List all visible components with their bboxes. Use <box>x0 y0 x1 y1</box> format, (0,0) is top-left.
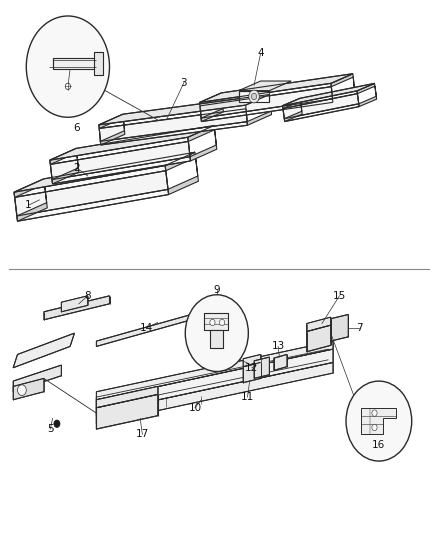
Polygon shape <box>13 365 61 392</box>
Polygon shape <box>357 83 377 107</box>
Polygon shape <box>307 317 331 332</box>
Polygon shape <box>96 349 328 408</box>
Polygon shape <box>200 83 331 106</box>
Text: 5: 5 <box>47 424 54 434</box>
Circle shape <box>346 381 412 461</box>
Text: 11: 11 <box>241 392 254 402</box>
Circle shape <box>372 424 377 431</box>
Text: 6: 6 <box>73 123 80 133</box>
Polygon shape <box>283 98 302 122</box>
Polygon shape <box>14 179 47 221</box>
Polygon shape <box>44 296 110 320</box>
Text: 7: 7 <box>356 323 363 333</box>
Circle shape <box>249 90 259 103</box>
Polygon shape <box>53 58 96 69</box>
Polygon shape <box>331 314 348 341</box>
Circle shape <box>26 16 110 117</box>
Polygon shape <box>210 330 223 348</box>
Polygon shape <box>50 137 188 164</box>
Polygon shape <box>96 360 328 416</box>
Polygon shape <box>96 341 333 400</box>
Text: 1: 1 <box>25 200 32 210</box>
Polygon shape <box>15 171 168 216</box>
Polygon shape <box>94 52 103 75</box>
Text: 8: 8 <box>84 291 91 301</box>
Polygon shape <box>13 333 74 368</box>
Polygon shape <box>17 189 169 221</box>
Polygon shape <box>96 309 210 346</box>
Polygon shape <box>99 114 125 145</box>
Polygon shape <box>200 87 332 118</box>
Text: 3: 3 <box>180 78 187 87</box>
Polygon shape <box>361 408 396 434</box>
Polygon shape <box>188 125 217 161</box>
Text: 15: 15 <box>333 291 346 301</box>
Polygon shape <box>204 313 228 330</box>
Polygon shape <box>283 94 359 119</box>
Polygon shape <box>13 378 44 400</box>
Polygon shape <box>200 74 353 102</box>
Polygon shape <box>284 104 359 122</box>
Polygon shape <box>50 125 214 160</box>
Polygon shape <box>239 91 269 102</box>
Polygon shape <box>96 362 333 424</box>
Polygon shape <box>52 157 191 184</box>
Polygon shape <box>50 141 190 180</box>
Polygon shape <box>243 354 261 367</box>
Polygon shape <box>331 74 355 102</box>
Polygon shape <box>14 152 195 192</box>
Polygon shape <box>61 296 88 312</box>
Polygon shape <box>200 93 223 122</box>
Polygon shape <box>165 152 198 195</box>
Text: 9: 9 <box>213 286 220 295</box>
Text: 13: 13 <box>272 342 285 351</box>
Polygon shape <box>254 357 269 378</box>
Polygon shape <box>14 166 166 197</box>
Circle shape <box>185 295 248 372</box>
Text: 14: 14 <box>140 323 153 333</box>
Polygon shape <box>283 83 374 106</box>
Text: 17: 17 <box>136 430 149 439</box>
Circle shape <box>18 385 26 395</box>
Circle shape <box>251 93 257 100</box>
Polygon shape <box>201 99 333 122</box>
Text: 16: 16 <box>372 440 385 450</box>
Polygon shape <box>246 94 272 125</box>
Circle shape <box>219 319 225 326</box>
Text: 4: 4 <box>257 49 264 58</box>
Polygon shape <box>99 109 247 141</box>
Circle shape <box>65 83 71 90</box>
Polygon shape <box>99 105 246 128</box>
Polygon shape <box>96 394 158 429</box>
Text: 2: 2 <box>73 163 80 173</box>
Polygon shape <box>243 362 261 383</box>
Circle shape <box>372 410 377 416</box>
Circle shape <box>54 420 60 427</box>
Polygon shape <box>274 354 287 370</box>
Polygon shape <box>50 148 79 184</box>
Polygon shape <box>283 91 357 109</box>
Polygon shape <box>307 325 331 352</box>
Polygon shape <box>100 122 247 145</box>
Polygon shape <box>96 386 158 408</box>
Polygon shape <box>239 81 291 91</box>
Polygon shape <box>99 94 270 125</box>
Circle shape <box>210 319 215 326</box>
Text: 12: 12 <box>245 363 258 373</box>
Polygon shape <box>96 349 333 413</box>
Text: 10: 10 <box>188 403 201 413</box>
